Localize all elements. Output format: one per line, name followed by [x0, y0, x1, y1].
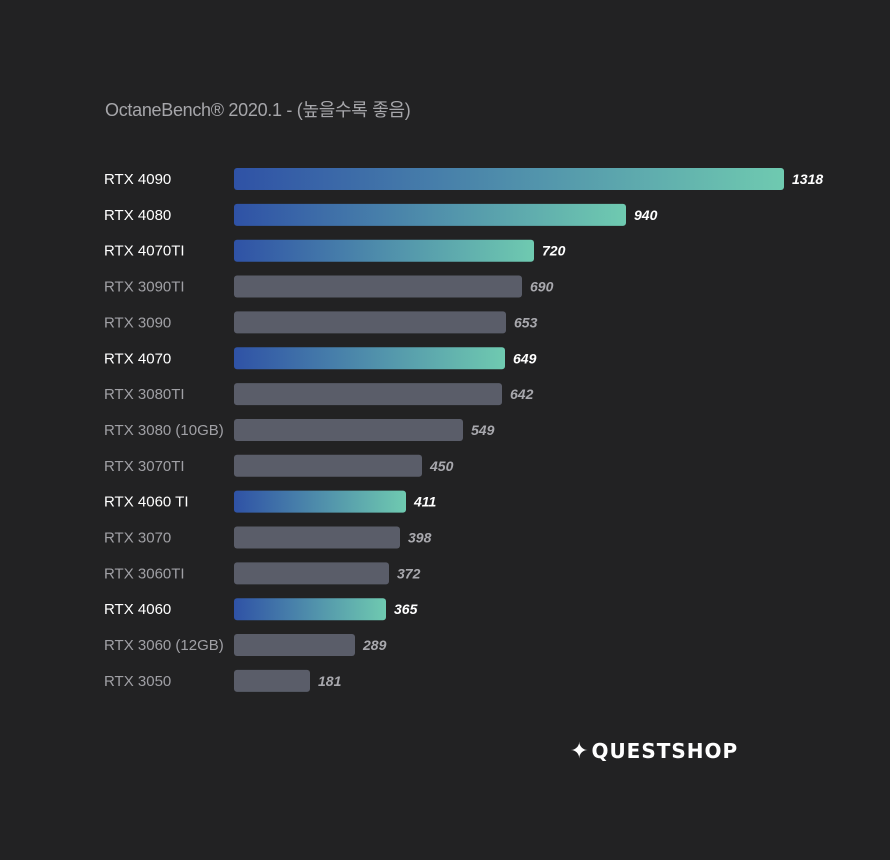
category-label: RTX 4070TI: [104, 243, 185, 260]
bar: [234, 275, 522, 298]
category-label: RTX 3070: [104, 530, 171, 547]
value-label: 653: [514, 314, 538, 330]
chart-title: OctaneBench® 2020.1 - (높을수록 좋음): [105, 100, 411, 120]
bar: [234, 454, 422, 477]
bar: [234, 669, 310, 692]
bar: [234, 634, 355, 657]
questshop-logo: ✦ QUESTSHOP: [570, 738, 738, 764]
category-label: RTX 3090: [104, 314, 171, 331]
value-label: 372: [397, 565, 421, 581]
value-label: 181: [318, 673, 342, 689]
value-label: 649: [513, 350, 537, 366]
bar: [234, 490, 406, 513]
bar: [234, 598, 386, 621]
bar: [234, 526, 400, 549]
category-label: RTX 3060TI: [104, 565, 185, 582]
bars-group: RTX 4090 1318 RTX 4080 940 RTX 4070TI 720 RTX …: [104, 168, 823, 692]
bar: [234, 168, 784, 190]
value-label: 1318: [792, 171, 823, 187]
category-label: RTX 3050: [104, 673, 171, 690]
category-label: RTX 3090TI: [104, 279, 185, 296]
category-label: RTX 3080TI: [104, 386, 185, 403]
category-label: RTX 3060 (12GB): [104, 637, 224, 654]
category-label: RTX 4090: [104, 171, 171, 188]
value-label: 642: [510, 386, 534, 402]
category-label: RTX 3080 (10GB): [104, 422, 224, 439]
bar: [234, 239, 534, 262]
value-label: 690: [530, 279, 554, 295]
category-label: RTX 4080: [104, 207, 171, 224]
value-label: 549: [471, 422, 495, 438]
value-label: 365: [394, 601, 418, 617]
value-label: 411: [413, 494, 437, 510]
bar: [234, 311, 506, 334]
bar: [234, 347, 505, 370]
bar: [234, 418, 463, 441]
bar: [234, 383, 502, 406]
category-label: RTX 4070: [104, 350, 171, 367]
value-label: 450: [429, 458, 454, 474]
value-label: 398: [408, 530, 432, 546]
bar: [234, 562, 389, 585]
value-label: 720: [542, 243, 566, 259]
category-label: RTX 4060: [104, 601, 171, 618]
bar: [234, 203, 626, 226]
sparkle-icon: ✦: [570, 738, 589, 763]
value-label: 289: [362, 637, 387, 653]
category-label: RTX 3070TI: [104, 458, 185, 475]
brand-name: QUESTSHOP: [591, 739, 739, 763]
value-label: 940: [634, 207, 658, 223]
category-label: RTX 4060 TI: [104, 494, 189, 511]
